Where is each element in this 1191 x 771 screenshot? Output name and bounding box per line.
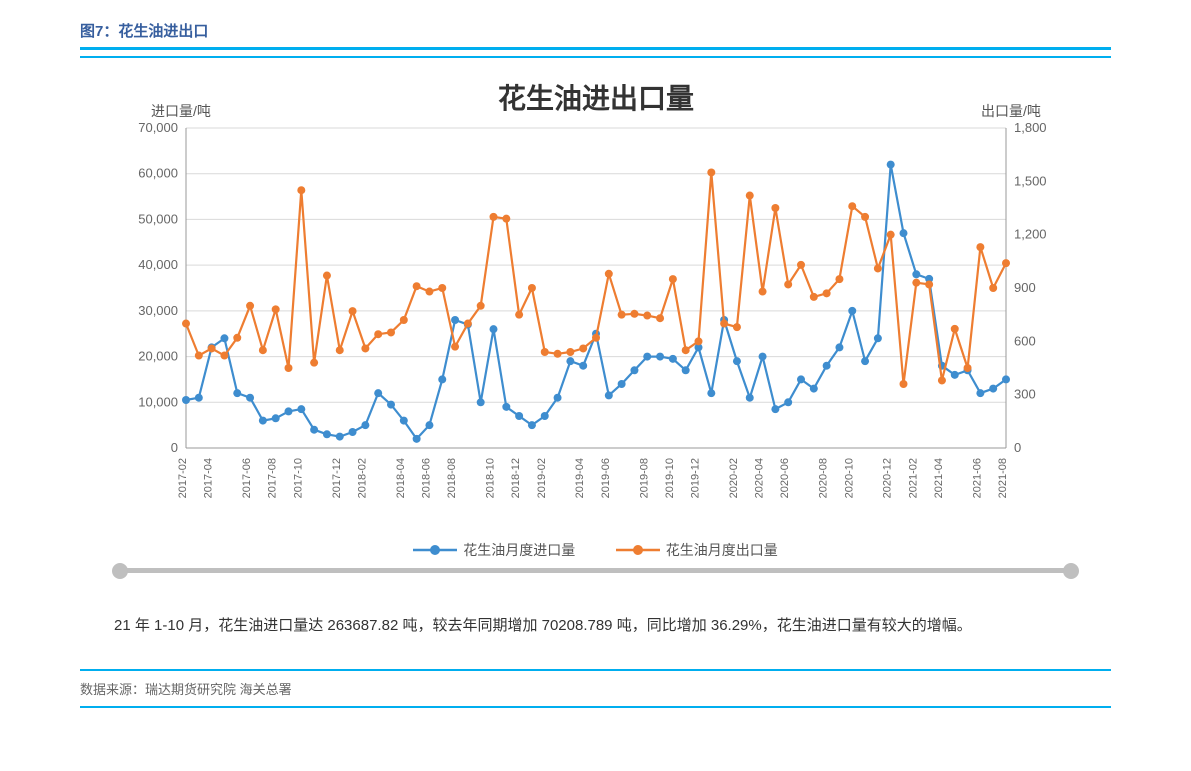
legend-marker-export: [616, 543, 660, 557]
peanut-oil-chart: 花生油进出口量进口量/吨 出口量/吨 0 10,000 20,000 30,000 40,0…: [96, 78, 1096, 538]
svg-text:2021-06: 2021-06: [971, 458, 983, 498]
legend-label-import: 花生油月度进口量: [463, 540, 575, 560]
svg-text:2018-02: 2018-02: [356, 458, 368, 498]
svg-text:2018-12: 2018-12: [510, 458, 522, 498]
svg-text:2019-06: 2019-06: [599, 458, 611, 498]
figure-header: 图7：花生油进出口: [80, 20, 1111, 50]
figure-header-label: 图7：花生油进出口: [80, 23, 208, 40]
svg-text:2021-04: 2021-04: [932, 458, 944, 498]
svg-text:出口量/吨: 出口量/吨: [981, 103, 1041, 119]
svg-text:2019-08: 2019-08: [638, 458, 650, 498]
svg-text:30,000: 30,000: [138, 303, 178, 318]
svg-text:0: 0: [170, 440, 177, 455]
range-slider[interactable]: [120, 568, 1071, 573]
svg-text:2020-04: 2020-04: [753, 458, 765, 498]
svg-text:2017-04: 2017-04: [202, 458, 214, 498]
source-label: 数据来源：瑞达期货研究院 海关总署: [80, 682, 292, 697]
svg-text:1,800: 1,800: [1014, 120, 1047, 135]
svg-text:900: 900: [1014, 280, 1036, 295]
svg-text:20,000: 20,000: [138, 349, 178, 364]
svg-text:0: 0: [1014, 440, 1021, 455]
svg-text:2017-08: 2017-08: [266, 458, 278, 498]
svg-text:2020-10: 2020-10: [843, 458, 855, 498]
svg-text:2020-08: 2020-08: [817, 458, 829, 498]
svg-text:2018-08: 2018-08: [446, 458, 458, 498]
svg-text:10,000: 10,000: [138, 394, 178, 409]
svg-text:70,000: 70,000: [138, 120, 178, 135]
svg-text:2018-06: 2018-06: [420, 458, 432, 498]
svg-text:2017-06: 2017-06: [241, 458, 253, 498]
svg-text:60,000: 60,000: [138, 166, 178, 181]
slider-handle-left[interactable]: [112, 563, 128, 579]
svg-text:1,200: 1,200: [1014, 227, 1047, 242]
svg-text:2018-10: 2018-10: [484, 458, 496, 498]
chart-container: 花生油进出口量进口量/吨 出口量/吨 0 10,000 20,000 30,000 40,0…: [80, 56, 1111, 581]
caption-paragraph: 21 年 1-10 月，花生油进口量达 263687.82 吨，较去年同期增加 …: [80, 611, 1111, 641]
svg-text:300: 300: [1014, 387, 1036, 402]
source-bar: 数据来源：瑞达期货研究院 海关总署: [80, 669, 1111, 708]
legend-marker-import: [413, 543, 457, 557]
svg-text:50,000: 50,000: [138, 211, 178, 226]
slider-handle-right[interactable]: [1063, 563, 1079, 579]
svg-text:花生油进出口量: 花生油进出口量: [497, 83, 693, 114]
legend-label-export: 花生油月度出口量: [666, 540, 778, 560]
caption-text: 21 年 1-10 月，花生油进口量达 263687.82 吨，较去年同期增加 …: [114, 617, 972, 634]
svg-text:2019-12: 2019-12: [689, 458, 701, 498]
svg-text:2020-02: 2020-02: [727, 458, 739, 498]
svg-text:40,000: 40,000: [138, 257, 178, 272]
svg-text:2017-02: 2017-02: [177, 458, 189, 498]
svg-text:1,500: 1,500: [1014, 173, 1047, 188]
svg-text:2020-12: 2020-12: [881, 458, 893, 498]
svg-text:2019-04: 2019-04: [574, 458, 586, 498]
svg-text:2018-04: 2018-04: [394, 458, 406, 498]
svg-text:2021-08: 2021-08: [997, 458, 1009, 498]
slider-track[interactable]: [120, 568, 1071, 573]
svg-text:2019-10: 2019-10: [663, 458, 675, 498]
svg-text:2020-06: 2020-06: [779, 458, 791, 498]
svg-text:2021-02: 2021-02: [907, 458, 919, 498]
svg-text:2017-10: 2017-10: [292, 458, 304, 498]
svg-text:2017-12: 2017-12: [330, 458, 342, 498]
svg-text:进口量/吨: 进口量/吨: [151, 103, 211, 119]
svg-text:600: 600: [1014, 333, 1036, 348]
legend: 花生油月度进口量 花生油月度出口量: [80, 540, 1111, 562]
svg-text:2019-02: 2019-02: [535, 458, 547, 498]
